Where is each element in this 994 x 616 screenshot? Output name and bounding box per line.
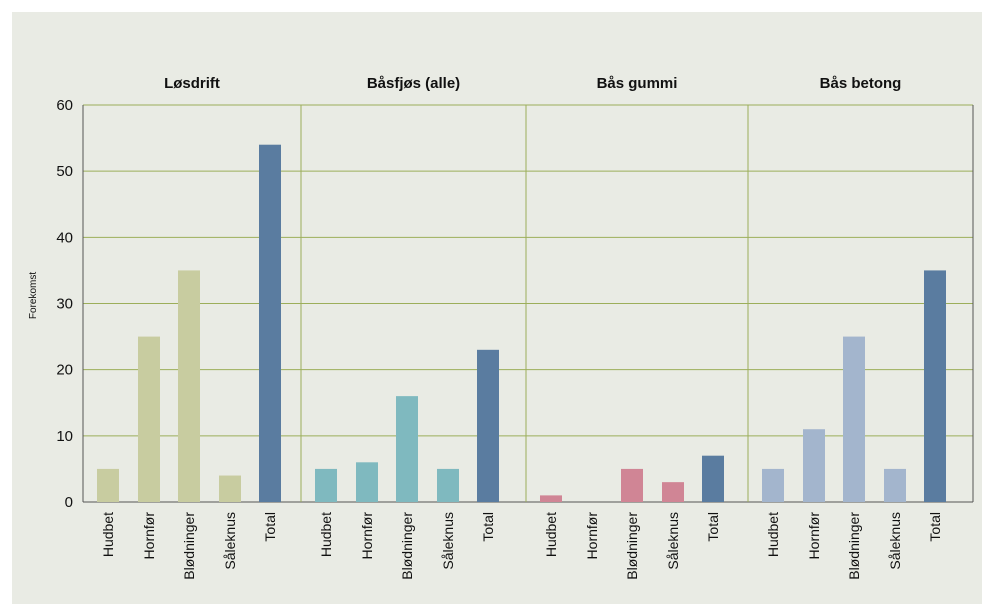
y-tick-label: 60 xyxy=(56,97,73,114)
bar-såleknus xyxy=(219,475,241,502)
x-tick-label: Hudbet xyxy=(543,512,559,557)
bar-blødninger xyxy=(396,396,418,502)
bar-layer xyxy=(97,144,946,502)
chart-panel xyxy=(12,12,982,604)
x-tick-label: Hornfør xyxy=(584,512,600,560)
x-tick-label: Hornfør xyxy=(359,512,375,560)
y-tick-label: 20 xyxy=(56,362,73,379)
x-tick-label: Total xyxy=(705,512,721,542)
bar-blødninger xyxy=(178,270,200,502)
bar-hornfør xyxy=(803,429,825,502)
bar-total xyxy=(477,349,499,502)
y-tick-label: 10 xyxy=(56,428,73,445)
bar-total xyxy=(924,270,946,502)
bar-total xyxy=(702,455,724,502)
group-title: Bås betong xyxy=(820,75,902,92)
group-title: Båsfjøs (alle) xyxy=(367,75,460,92)
x-tick-label: Blødninger xyxy=(624,512,640,580)
group-title: Løsdrift xyxy=(164,75,220,92)
x-tick-label: Hudbet xyxy=(100,512,116,557)
x-tick-label: Såleknus xyxy=(222,512,238,570)
x-tick-label: Total xyxy=(480,512,496,542)
x-tick-label: Blødninger xyxy=(181,512,197,580)
x-tick-label: Blødninger xyxy=(399,512,415,580)
bar-såleknus xyxy=(437,468,459,502)
x-tick-label: Blødninger xyxy=(846,512,862,580)
y-tick-label: 40 xyxy=(56,229,73,246)
y-tick-label: 30 xyxy=(56,296,73,313)
y-tick-label: 0 xyxy=(65,494,73,511)
x-tick-label: Såleknus xyxy=(665,512,681,570)
bar-hudbet xyxy=(540,495,562,502)
label-layer: 0 10 20 30 40 50 60 Løsdrift Hudbet Hornfør Blødni… xyxy=(56,75,943,580)
y-tick-label: 50 xyxy=(56,163,73,180)
bar-hudbet xyxy=(315,468,337,502)
bar-hudbet xyxy=(762,468,784,502)
bar-hudbet xyxy=(97,468,119,502)
bar-såleknus xyxy=(662,482,684,502)
bar-total xyxy=(259,144,281,502)
bar-såleknus xyxy=(884,468,906,502)
x-tick-label: Hudbet xyxy=(765,512,781,557)
x-tick-label: Såleknus xyxy=(440,512,456,570)
grid-layer xyxy=(82,104,974,503)
bar-hornfør xyxy=(138,336,160,502)
x-tick-label: Total xyxy=(262,512,278,542)
group-title: Bås gummi xyxy=(597,75,678,92)
x-tick-label: Hornfør xyxy=(141,512,157,560)
x-tick-label: Total xyxy=(927,512,943,542)
bar-blødninger xyxy=(621,468,643,502)
bar-hornfør xyxy=(356,462,378,502)
x-tick-label: Hudbet xyxy=(318,512,334,557)
bar-blødninger xyxy=(843,336,865,502)
x-tick-label: Såleknus xyxy=(887,512,903,570)
x-tick-label: Hornfør xyxy=(806,512,822,560)
y-axis-label: Forekomst xyxy=(28,272,39,319)
